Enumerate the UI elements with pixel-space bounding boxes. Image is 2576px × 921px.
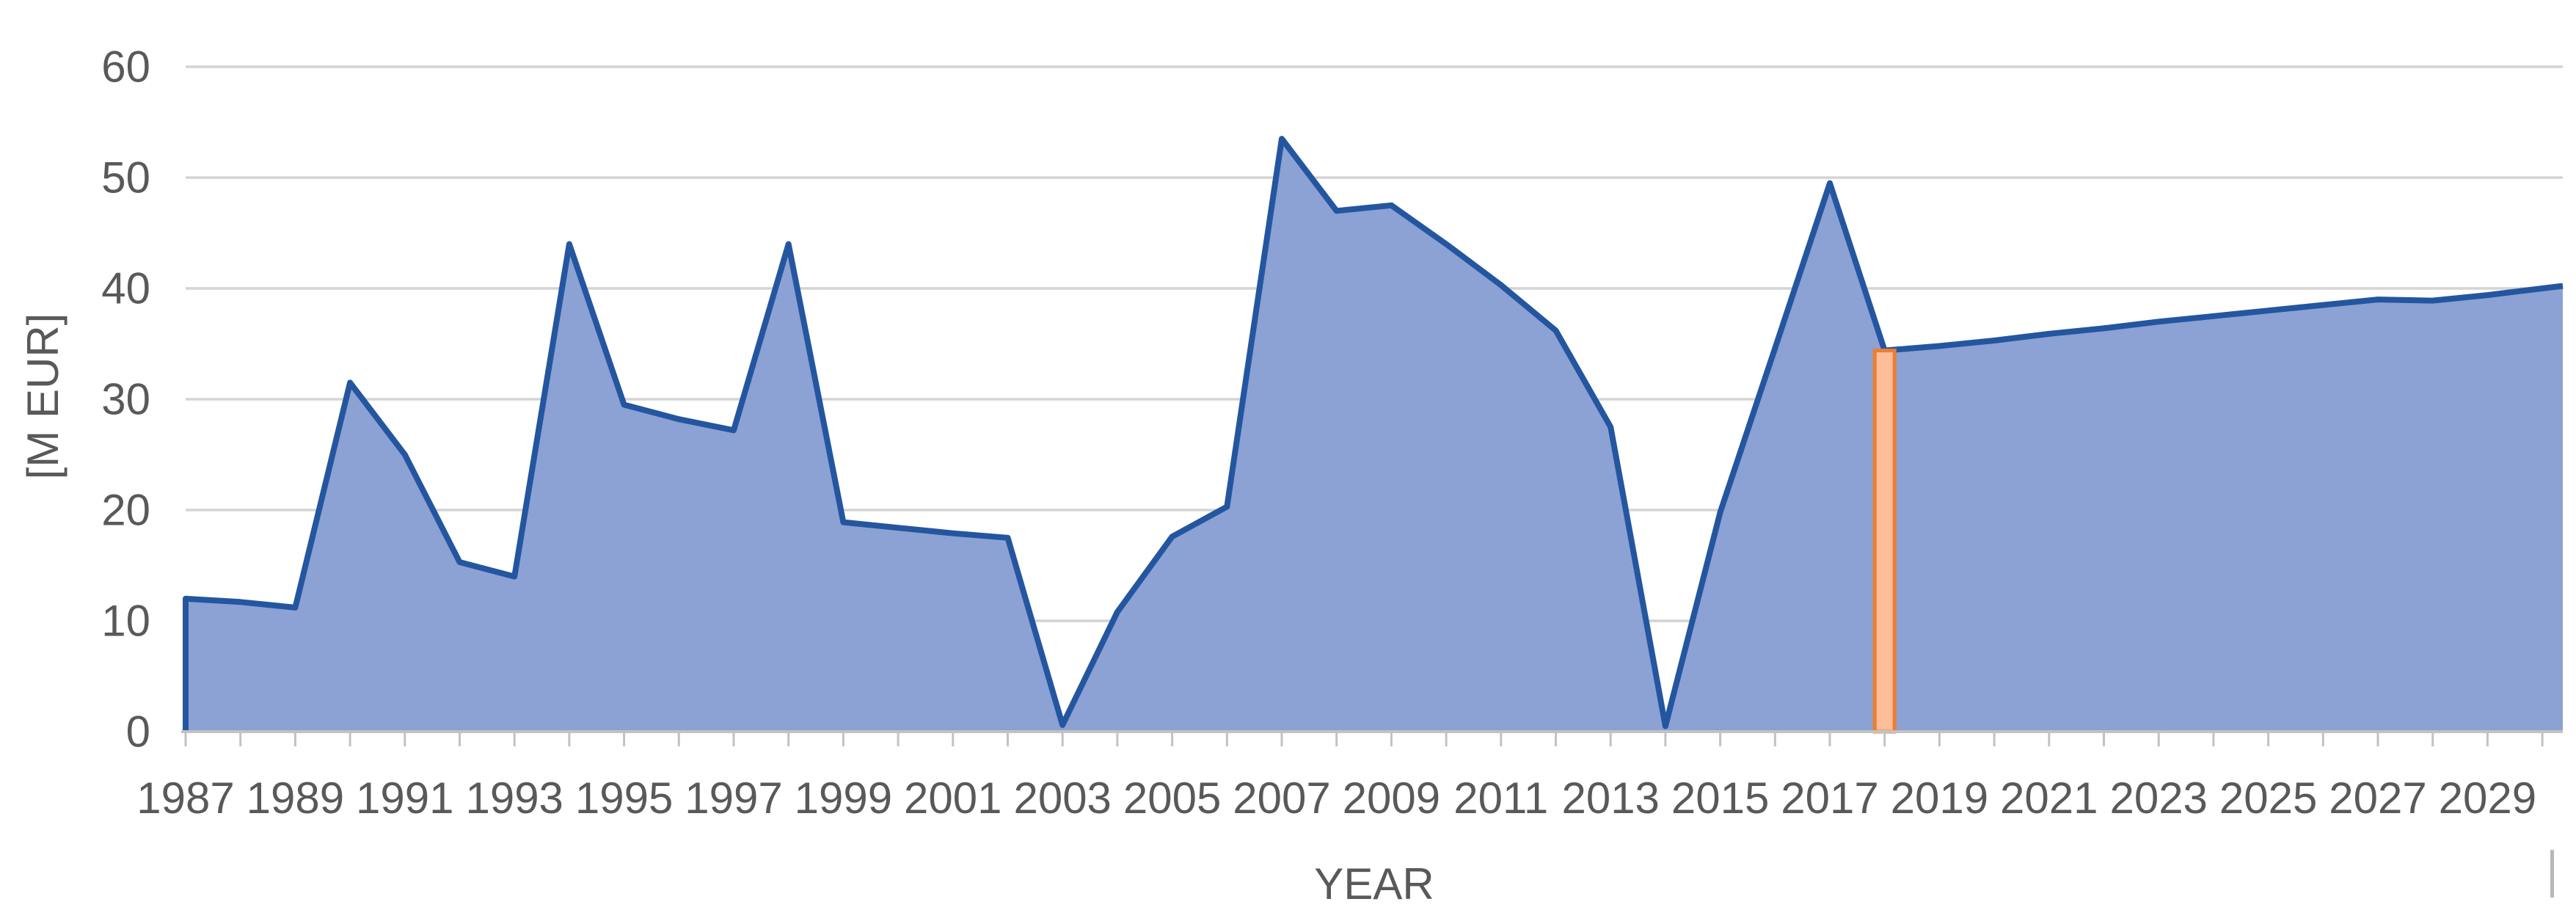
series-line [183,136,2564,732]
highlight-bar [1872,349,1897,734]
x-tick-label: 2003 [1013,773,1111,823]
x-tick-label: 1997 [685,773,782,823]
y-axis-title: [M EUR] [18,313,67,480]
x-tick-label: 2027 [2329,773,2426,823]
x-tick-label: 2015 [1671,773,1769,823]
x-tick-label: 2011 [1453,773,1548,823]
x-tick-label: 2023 [2109,773,2207,823]
x-tick-label: 2001 [904,773,1001,823]
x-tick-label: 2007 [1233,773,1330,823]
x-tick-label: 2019 [1891,773,1988,823]
x-tick-label: 2013 [1561,773,1659,823]
screen-edge-artifact [2550,850,2554,898]
x-tick-label: 1995 [575,773,673,823]
x-tick-label: 2029 [2439,773,2536,823]
x-tick-label: 2025 [2219,773,2317,823]
y-tick-label: 60 [101,43,150,92]
x-tick-label: 2005 [1123,773,1221,823]
y-tick-label: 10 [101,597,150,646]
x-tick-label: 2009 [1343,773,1440,823]
x-tick-label: 1993 [465,773,563,823]
tick-labels-group: 1987 1989 1991 1993 1995 1997 1999 2001 2003 2005… [101,43,2536,823]
area-fill [186,139,2563,732]
y-tick-label: 20 [101,486,150,535]
axis-group [181,730,2563,746]
x-tick-label: 1999 [795,773,892,823]
x-axis-title: YEAR [1314,859,1434,909]
series-group [183,136,2564,734]
x-tick-label: 1991 [356,773,453,823]
y-tick-label: 40 [101,264,150,313]
x-tick-label: 2021 [2000,773,2098,823]
y-tick-label: 50 [101,153,150,203]
x-tick-label: 1987 [136,773,234,823]
x-tick-label: 1989 [247,773,344,823]
y-tick-label: 30 [101,375,150,424]
y-tick-label: 0 [126,707,150,757]
x-tick-label: 2017 [1781,773,1878,823]
